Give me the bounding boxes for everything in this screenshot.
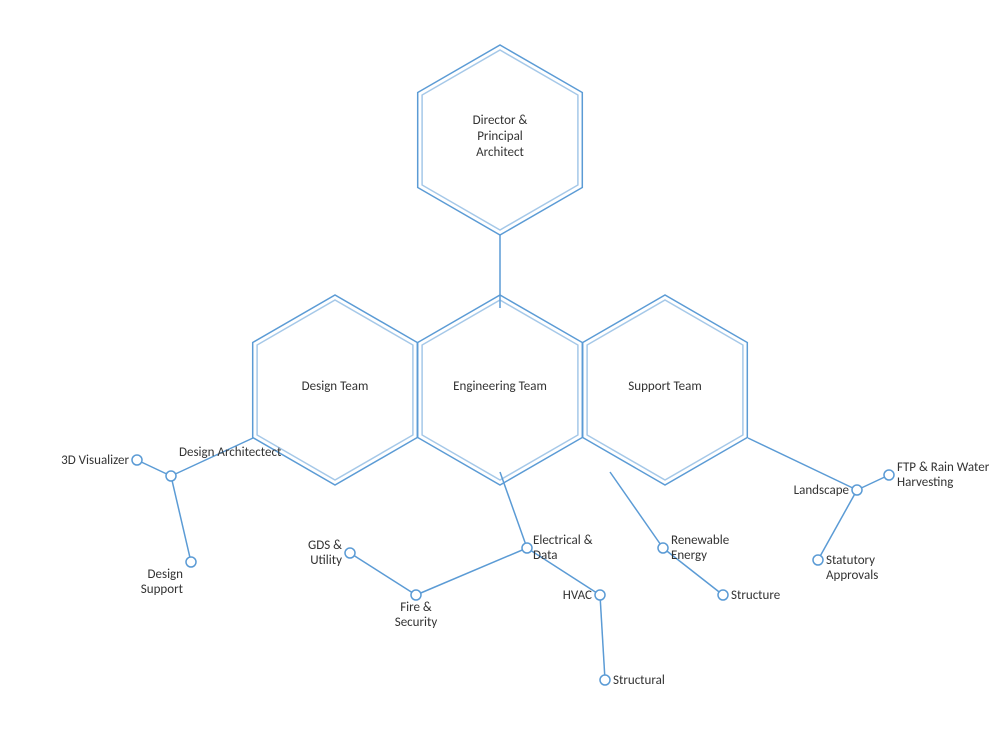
edge: [600, 595, 605, 680]
hex-support: Support Team: [583, 295, 748, 485]
node-statutory: StatutoryApprovals: [813, 553, 878, 583]
node-label-hvac: HVAC: [563, 588, 592, 603]
hex-label-support: Support Team: [628, 379, 701, 394]
hex-engineering: Engineering Team: [418, 295, 583, 485]
node-fire-security: Fire &Security: [395, 590, 438, 630]
node-label-electrical-data: Electrical &Data: [533, 533, 593, 563]
hex-director: Director &PrincipalArchitect: [418, 45, 583, 235]
node-label-statutory: StatutoryApprovals: [826, 553, 878, 583]
node-circle: [166, 471, 176, 481]
node-label-renewable-energy: RenewableEnergy: [671, 533, 729, 563]
edge: [350, 553, 416, 595]
org-diagram: Director &PrincipalArchitect Design Team E…: [0, 0, 1005, 744]
node-label-structure: Structure: [731, 588, 780, 603]
node-circle: [658, 543, 668, 553]
node-label-design-support: DesignSupport: [141, 567, 184, 597]
node-circle: [522, 543, 532, 553]
node-design-support: DesignSupport: [141, 557, 196, 597]
node-circle: [186, 557, 196, 567]
node-label-structural: Structural: [613, 673, 665, 688]
node-gds-utility: GDS &Utility: [308, 538, 355, 568]
node-landscape: Landscape: [794, 483, 862, 498]
node-circle: [345, 548, 355, 558]
node-electrical-data: Electrical &Data: [522, 533, 593, 563]
node-circle: [884, 470, 894, 480]
node-circle: [595, 590, 605, 600]
node-hvac: HVAC: [563, 588, 605, 603]
node-renewable-energy: RenewableEnergy: [658, 533, 729, 563]
node-circle: [718, 590, 728, 600]
node-label-fire-security: Fire &Security: [395, 600, 438, 630]
node-structure: Structure: [718, 588, 780, 603]
node-label-design-architect: Design Architectect: [179, 445, 282, 460]
hex-label-engineering: Engineering Team: [453, 379, 547, 394]
node-design-architect: Design Architectect: [166, 445, 282, 481]
node-circle: [813, 555, 823, 565]
node-circle: [132, 455, 142, 465]
edge: [818, 490, 857, 560]
node-circle: [411, 590, 421, 600]
node-label-landscape: Landscape: [794, 483, 849, 498]
edge: [171, 476, 191, 562]
node-label-gds-utility: GDS &Utility: [308, 538, 342, 568]
edge: [416, 548, 527, 595]
node-label-3d-visualizer: 3D Visualizer: [61, 453, 129, 468]
node-label-ftp-rainwater: FTP & Rain WaterHarvesting: [897, 460, 990, 490]
edge: [610, 472, 663, 548]
node-circle: [852, 485, 862, 495]
node-ftp-rainwater: FTP & Rain WaterHarvesting: [884, 460, 990, 490]
hex-label-director: Director &PrincipalArchitect: [473, 113, 528, 160]
node-structural: Structural: [600, 673, 665, 688]
leaf-nodes: Design Architectect 3D Visualizer DesignSu…: [61, 445, 990, 688]
node-circle: [600, 675, 610, 685]
node-3d-visualizer: 3D Visualizer: [61, 453, 142, 468]
hex-label-design: Design Team: [302, 379, 369, 394]
